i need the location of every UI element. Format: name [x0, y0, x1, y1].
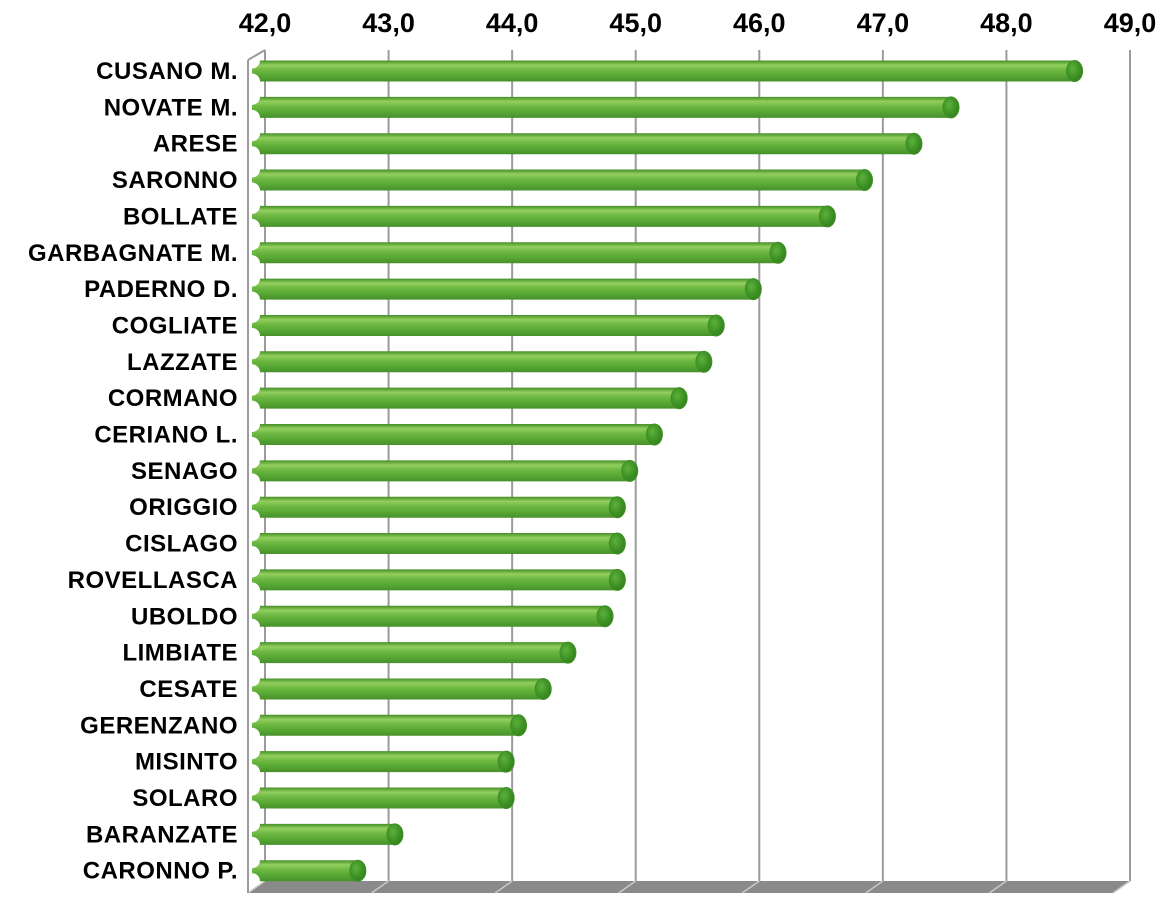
axis-tick-label: 46,0: [733, 8, 786, 38]
bar-body: [252, 278, 754, 300]
bar-end-cap: [497, 750, 515, 773]
category-label: PADERNO D.: [84, 276, 238, 303]
bar-body: [252, 605, 605, 627]
category-label: SOLARO: [132, 785, 238, 812]
bar-end-cap: [608, 496, 626, 519]
top-axis-labels: 42,0 43,0 44,0 45,0 46,0 47,0 48,0 49,0: [239, 8, 1157, 38]
bar-end-cap: [510, 714, 527, 737]
bar-body: [252, 496, 618, 518]
axis-tick-label: 43,0: [362, 8, 415, 38]
bar-body: [252, 860, 358, 882]
floor-gridline-slant: [741, 880, 760, 894]
axis-tick-label: 48,0: [980, 8, 1033, 38]
category-label: SENAGO: [131, 458, 238, 485]
bar-end-cap: [608, 568, 626, 591]
bar-body: [252, 642, 568, 664]
category-label: CESATE: [139, 676, 238, 703]
category-label: SARONNO: [112, 167, 238, 194]
category-label: CARONNO P.: [83, 858, 238, 885]
bar-end-cap: [497, 787, 515, 809]
bar-end-cap: [769, 241, 787, 264]
wall-top-slant: [247, 49, 266, 61]
floor-gridline-slant: [247, 880, 266, 894]
bar-body: [252, 169, 865, 191]
floor-gridline-slant: [618, 880, 637, 894]
category-label: LAZZATE: [127, 349, 238, 376]
bar-body: [252, 351, 704, 373]
category-label: NOVATE M.: [104, 94, 238, 121]
bar-end-cap: [559, 641, 577, 664]
category-label: CERIANO L.: [94, 422, 238, 449]
bar-end-cap: [349, 859, 367, 882]
category-label: MISINTO: [135, 749, 238, 776]
axis-tick-label: 44,0: [486, 8, 539, 38]
category-label: ORIGGIO: [129, 494, 238, 521]
bar-body: [252, 133, 914, 155]
category-label: CISLAGO: [125, 531, 238, 558]
category-label: BOLLATE: [123, 203, 238, 230]
bar-end-cap: [621, 459, 639, 482]
axis-tick-label: 45,0: [609, 8, 662, 38]
bar-body: [252, 314, 717, 336]
bar-body: [252, 60, 1075, 82]
category-label: UBOLDO: [131, 603, 238, 630]
bar-end-cap: [707, 314, 725, 337]
bar-end-cap: [695, 350, 713, 373]
bar-body: [252, 751, 507, 773]
bar-body: [252, 823, 395, 845]
bar-end-cap: [670, 387, 688, 410]
bar-end-cap: [818, 205, 836, 228]
bar-end-cap: [534, 677, 552, 700]
bar-body: [252, 714, 519, 736]
axis-tick-label: 49,0: [1104, 8, 1157, 38]
bar-body: [252, 569, 618, 591]
bar-end-cap: [608, 532, 626, 555]
axis-tick-label: 42,0: [239, 8, 292, 38]
floor-face: [248, 881, 1131, 893]
category-label: CORMANO: [108, 385, 238, 412]
bar-end-cap: [942, 96, 960, 119]
floor-gridline-slant: [371, 880, 390, 894]
floor-gridline-slant: [988, 880, 1007, 894]
floor-gridline-slant: [494, 880, 513, 894]
bar-end-cap: [645, 423, 663, 446]
category-labels: CUSANO M. NOVATE M. ARESE SARONNO BOLLATE GAR…: [28, 58, 238, 885]
bar-body: [252, 96, 951, 118]
category-label: ARESE: [153, 131, 238, 158]
chart-floor: [247, 880, 1131, 894]
category-label: ROVELLASCA: [68, 567, 238, 594]
bar-end-cap: [596, 605, 614, 628]
category-label: GERENZANO: [80, 712, 238, 739]
bars: [252, 60, 1084, 882]
floor-gridline-slant: [865, 880, 884, 894]
bar-end-cap: [744, 278, 762, 301]
category-label: BARANZATE: [86, 821, 238, 848]
category-label: COGLIATE: [112, 312, 238, 339]
bar-end-cap: [386, 823, 404, 846]
bar-body: [252, 533, 618, 555]
bar-end-cap: [856, 169, 873, 192]
bar-body: [252, 205, 828, 227]
left-wall: [247, 49, 266, 893]
bar-body: [252, 678, 544, 700]
bar-body: [252, 787, 507, 809]
category-label: CUSANO M.: [96, 58, 238, 85]
bar-body: [252, 424, 655, 445]
bar-body: [252, 242, 778, 264]
bar-end-cap: [905, 132, 923, 155]
category-label: GARBAGNATE M.: [28, 240, 238, 267]
category-label: LIMBIATE: [122, 640, 238, 667]
axis-tick-label: 47,0: [857, 8, 910, 38]
bar-end-cap: [1066, 60, 1084, 82]
bar-body: [252, 460, 630, 482]
floor-gridline-slant: [1112, 880, 1131, 894]
bar-body: [252, 387, 680, 409]
